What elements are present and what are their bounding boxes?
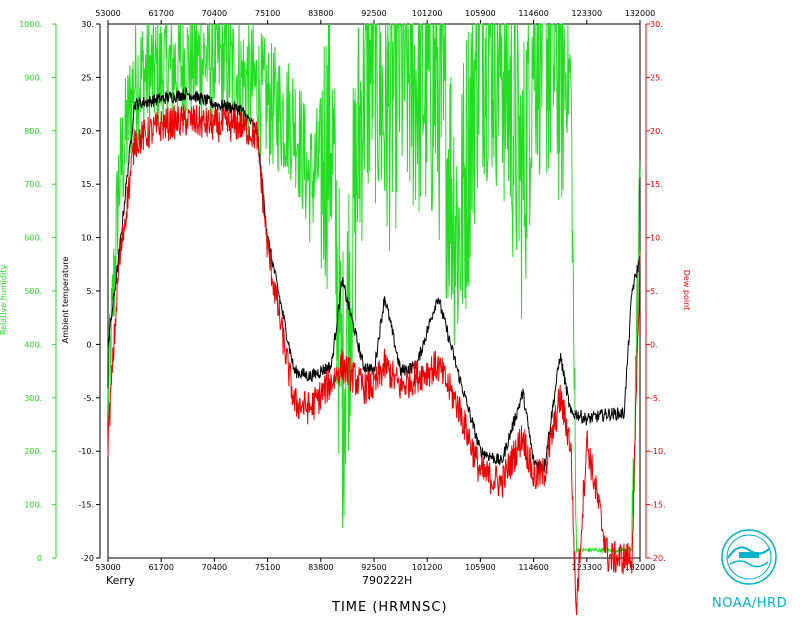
noaa-logo — [721, 529, 777, 585]
top-x-tick-label: 61700 — [148, 9, 173, 18]
temp-tick-label: 0. — [86, 340, 94, 349]
top-x-tick-label: 123300 — [572, 9, 603, 18]
x-tick-label: 53000 — [95, 563, 120, 572]
top-x-tick-label: 114600 — [518, 9, 549, 18]
top-x-tick-label: 70400 — [202, 9, 227, 18]
rh-tick-label: 300. — [24, 394, 42, 403]
dew-tick-label: 0. — [650, 340, 658, 349]
rh-tick-label: 900. — [24, 73, 42, 82]
x-tick-label: 70400 — [202, 563, 227, 572]
rh-tick-label: 800. — [24, 127, 42, 136]
dew-tick-label: -20. — [650, 554, 666, 563]
top-x-tick-label: 53000 — [95, 9, 120, 18]
flight-id: 790222H — [362, 574, 412, 587]
temp-tick-label: 15. — [81, 180, 94, 189]
temp-tick-label: -5. — [83, 394, 94, 403]
temp-tick-label: -15. — [78, 501, 94, 510]
dew-tick-label: 20. — [650, 127, 663, 136]
series-temp-line — [107, 86, 641, 473]
top-x-tick-label: 132000 — [625, 9, 656, 18]
x-tick-label: 101200 — [412, 563, 443, 572]
rh-tick-label: 200. — [24, 447, 42, 456]
series-dew-line — [107, 104, 641, 616]
temp-tick-label: -10. — [78, 447, 94, 456]
dew-tick-label: -15. — [650, 501, 666, 510]
temp-tick-label: 20. — [81, 127, 94, 136]
x-tick-label: 132000 — [625, 563, 656, 572]
rh-tick-label: 400. — [24, 340, 42, 349]
rh-tick-label: 500. — [24, 287, 42, 296]
series-group — [107, 23, 641, 616]
rh-tick-label: 600. — [24, 234, 42, 243]
x-tick-label: 92500 — [361, 563, 386, 572]
x-tick-label: 114600 — [518, 563, 549, 572]
top-x-tick-label: 92500 — [361, 9, 386, 18]
storm-name: Kerry — [106, 574, 135, 587]
temp-tick-label: 25. — [81, 73, 94, 82]
x-tick-label: 61700 — [148, 563, 173, 572]
rh-tick-label: 100. — [24, 501, 42, 510]
x-axis-title: TIME (HRMNSC) — [331, 600, 448, 615]
temp-axis-title: Ambient temperature — [61, 257, 70, 344]
dew-axis-ticks: -20. -15. -10. -5. 0. 5. 10. 15. 20. 25. 30. — [646, 20, 666, 563]
rh-tick-label: 1000. — [19, 20, 42, 29]
top-x-tick-label: 83800 — [308, 9, 333, 18]
x-axis-ticks-bottom: 53000 61700 70400 75100 83800 92500 101200 1059… — [95, 558, 655, 572]
x-tick-label: 105900 — [465, 563, 496, 572]
rh-axis-title: Relative humidity — [0, 265, 8, 335]
series-rh-line — [107, 23, 641, 555]
top-x-tick-label: 75100 — [255, 9, 280, 18]
temp-axis-ticks: -20 -15. -10. -5. 0. 5. 10. 15. 20. 25. 30. — [78, 20, 100, 563]
dew-tick-label: 5. — [650, 287, 658, 296]
temp-tick-label: 30. — [81, 20, 94, 29]
dew-tick-label: -5. — [650, 394, 661, 403]
x-tick-label: 75100 — [255, 563, 280, 572]
dew-tick-label: 10. — [650, 234, 663, 243]
dew-tick-label: -10. — [650, 447, 666, 456]
x-tick-label: 123300 — [572, 563, 603, 572]
rh-axis-ticks: 0 100. 200. 300. 400. 500. 600. 700. 800. 900. 100… — [19, 20, 56, 563]
temp-tick-label: -20 — [81, 554, 94, 563]
x-axis-ticks-top: 53000 61700 70400 75100 83800 92500 101200 1059… — [95, 9, 655, 24]
top-x-tick-label: 101200 — [412, 9, 443, 18]
dew-axis-title: Dew point — [682, 270, 691, 311]
temp-tick-label: 10. — [81, 234, 94, 243]
top-x-tick-label: 105900 — [465, 9, 496, 18]
rh-tick-label: 0 — [37, 554, 42, 563]
dew-tick-label: 25. — [650, 73, 663, 82]
dew-tick-label: 15. — [650, 180, 663, 189]
dew-tick-label: 30. — [650, 20, 663, 29]
rh-tick-label: 700. — [24, 180, 42, 189]
temp-tick-label: 5. — [86, 287, 94, 296]
noaa-hrd-label: NOAA/HRD — [712, 596, 788, 611]
x-tick-label: 83800 — [308, 563, 333, 572]
